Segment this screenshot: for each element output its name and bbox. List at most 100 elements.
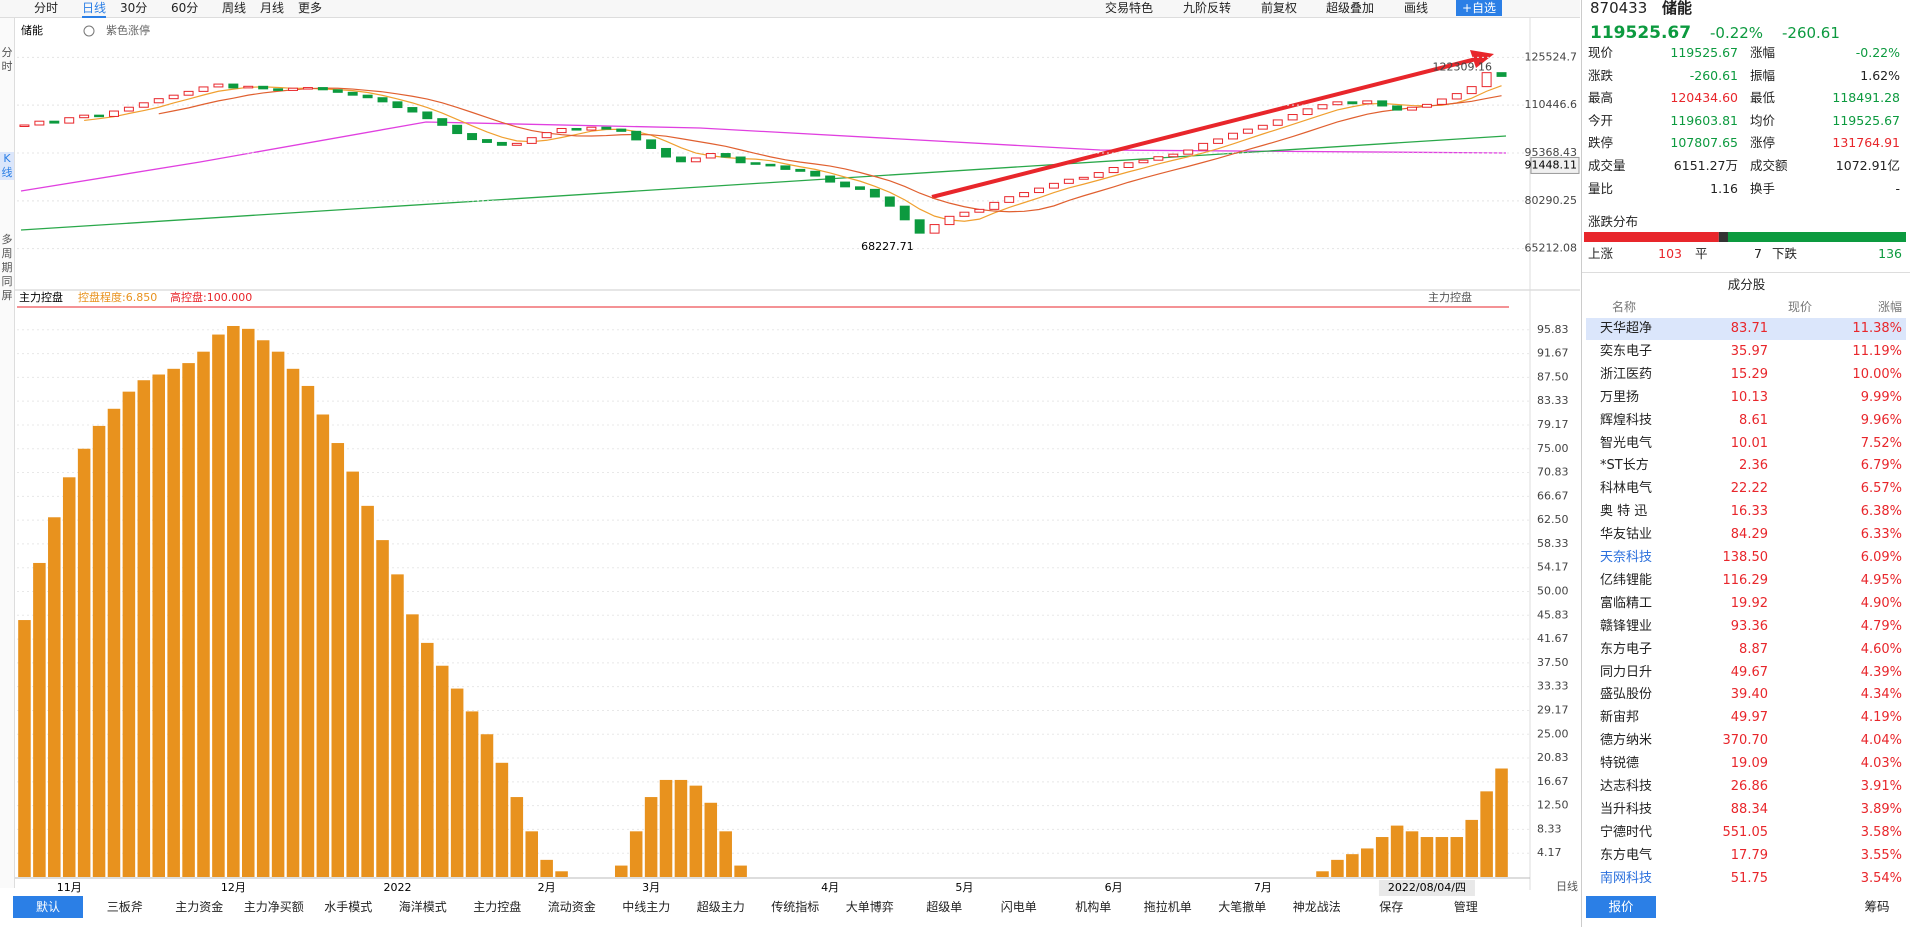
indicator-tab[interactable]: 大笔撤单: [1218, 900, 1267, 914]
stock-row[interactable]: 宁德时代 551.05 3.58%: [1586, 822, 1906, 844]
stock-row[interactable]: 富临精工 19.92 4.90%: [1586, 593, 1906, 615]
field-value: 118491.28: [1832, 90, 1900, 106]
stock-row[interactable]: 当升科技 88.34 3.89%: [1586, 799, 1906, 821]
stock-price: 17.79: [1730, 847, 1768, 863]
candle: [467, 133, 478, 141]
field-label: 涨幅: [1750, 45, 1776, 60]
tool-button[interactable]: 九阶反转: [1183, 1, 1232, 15]
stock-row[interactable]: 东方电子 8.87 4.60%: [1586, 639, 1906, 661]
tool-button[interactable]: 前复权: [1261, 1, 1298, 15]
field-label: 涨停: [1750, 135, 1776, 151]
stock-price: 88.34: [1730, 801, 1768, 817]
indicator-tab[interactable]: 管理: [1453, 900, 1478, 914]
stock-row[interactable]: 华友钴业 84.29 6.33%: [1586, 524, 1906, 546]
candle: [810, 170, 821, 177]
stock-name: 特锐德: [1600, 756, 1640, 772]
candle: [1213, 138, 1224, 144]
stock-row[interactable]: 同力日升 49.67 4.39%: [1586, 662, 1906, 684]
stock-price: 116.29: [1722, 572, 1769, 588]
field-value: -: [1895, 180, 1900, 196]
indicator-tab[interactable]: 默认: [13, 896, 83, 918]
panel-tab[interactable]: 筹码: [1864, 899, 1890, 914]
stock-row[interactable]: *ST长方 2.36 6.79%: [1586, 455, 1906, 477]
stock-row[interactable]: 万里扬 10.13 9.99%: [1586, 387, 1906, 409]
indicator-tab[interactable]: 主力净买额: [243, 900, 304, 914]
dropdown-icon[interactable]: [83, 25, 95, 37]
period-tab[interactable]: 30分: [120, 1, 148, 15]
stock-price: 19.09: [1730, 756, 1768, 772]
period-tab[interactable]: 60分: [171, 1, 199, 15]
stock-row[interactable]: 亿纬锂能 116.29 4.95%: [1586, 570, 1906, 592]
stock-row[interactable]: 东方电气 17.79 3.55%: [1586, 845, 1906, 867]
tool-button[interactable]: +自选: [1456, 0, 1503, 16]
stock-row[interactable]: 天奈科技 138.50 6.09%: [1586, 547, 1906, 569]
stock-pct: 9.99%: [1860, 389, 1902, 405]
indicator-tab[interactable]: 拖拉机单: [1143, 900, 1192, 914]
stock-row[interactable]: 盛弘股份 39.40 4.34%: [1586, 684, 1906, 706]
side-tab[interactable]: 分时: [1, 46, 13, 73]
side-tab[interactable]: 多周期同屏: [1, 233, 13, 302]
stock-name: 南网科技: [1600, 870, 1653, 886]
tool-button[interactable]: 超级叠加: [1326, 1, 1375, 15]
indicator-tab[interactable]: 大单博弈: [845, 900, 894, 914]
stock-row[interactable]: 科林电气 22.22 6.57%: [1586, 478, 1906, 500]
stock-row[interactable]: 智光电气 10.01 7.52%: [1586, 433, 1906, 455]
stock-row[interactable]: 德方纳米 370.70 4.04%: [1586, 730, 1906, 752]
indicator-tabs: 默认 三板斧 主力资金 主力净买额 水手模式 海洋模式 主力控盘 流动资金 中线主力 超级主力 传统…: [13, 896, 1513, 918]
stock-price: 10.01: [1730, 435, 1768, 451]
stock-pct: 3.54%: [1860, 870, 1902, 886]
stock-row[interactable]: 奥 特 迅 16.33 6.38%: [1586, 501, 1906, 523]
candle: [437, 118, 448, 126]
period-tab[interactable]: 更多: [298, 1, 323, 15]
bar: [152, 374, 166, 877]
stock-name: 赣锋锂业: [1600, 618, 1653, 634]
indicator-tab[interactable]: 神龙战法: [1292, 900, 1341, 914]
stock-row[interactable]: 赣锋锂业 93.36 4.79%: [1586, 616, 1906, 638]
bar: [1316, 871, 1329, 877]
y-tick-label: 45.83: [1537, 608, 1569, 621]
cursor-date-box: [1378, 880, 1475, 896]
indicator-tab[interactable]: 海洋模式: [398, 900, 447, 914]
stock-row[interactable]: 新宙邦 49.97 4.19%: [1586, 707, 1906, 729]
period-tab[interactable]: 分时: [34, 1, 59, 15]
bar: [644, 797, 658, 877]
candle: [869, 188, 880, 198]
panel-tab[interactable]: 报价: [1586, 896, 1656, 918]
candle: [1421, 103, 1432, 108]
indicator-tab[interactable]: 闪电单: [1000, 900, 1037, 914]
indicator-tab[interactable]: 超级单: [926, 900, 963, 914]
stock-pct: 11.19%: [1852, 343, 1902, 359]
tool-button[interactable]: 画线: [1404, 1, 1429, 15]
stock-row[interactable]: 辉煌科技 8.61 9.96%: [1586, 410, 1906, 432]
indicator-tab[interactable]: 水手模式: [324, 900, 373, 914]
bar: [614, 865, 628, 877]
stock-row[interactable]: 奕东电子 35.97 11.19%: [1586, 341, 1906, 363]
stock-row[interactable]: 南网科技 51.75 3.54%: [1586, 868, 1906, 890]
indicator-tab[interactable]: 传统指标: [771, 900, 820, 914]
candle: [631, 130, 642, 141]
candle: [795, 168, 806, 172]
period-tab[interactable]: 日线: [82, 0, 107, 18]
period-label: 日线: [1556, 879, 1578, 893]
indicator-tab[interactable]: 保存: [1379, 900, 1404, 914]
candle: [556, 127, 567, 134]
stock-row[interactable]: 浙江医药 15.29 10.00%: [1586, 364, 1906, 386]
side-tab[interactable]: K线: [0, 152, 14, 180]
stock-row[interactable]: 特锐德 19.09 4.03%: [1586, 753, 1906, 775]
indicator-tab[interactable]: 超级主力: [696, 900, 745, 914]
field-label: 今开: [1588, 112, 1614, 128]
indicator-tab[interactable]: 主力资金: [175, 900, 224, 914]
candle: [377, 97, 388, 103]
stock-name: 辉煌科技: [1600, 412, 1653, 428]
stock-row[interactable]: 天华超净 83.71 11.38%: [1586, 318, 1906, 340]
indicator-tab[interactable]: 三板斧: [106, 900, 143, 914]
period-tab[interactable]: 月线: [260, 1, 285, 15]
indicator-tab[interactable]: 流动资金: [547, 900, 596, 914]
stock-row[interactable]: 达志科技 26.86 3.91%: [1586, 776, 1906, 798]
tool-button[interactable]: 交易特色: [1105, 1, 1154, 15]
indicator-tab[interactable]: 中线主力: [622, 900, 671, 914]
indicator-tab[interactable]: 机构单: [1075, 900, 1112, 914]
period-tab[interactable]: 周线: [222, 1, 247, 15]
field-label: 成交量: [1588, 158, 1626, 173]
indicator-tab[interactable]: 主力控盘: [473, 900, 522, 914]
